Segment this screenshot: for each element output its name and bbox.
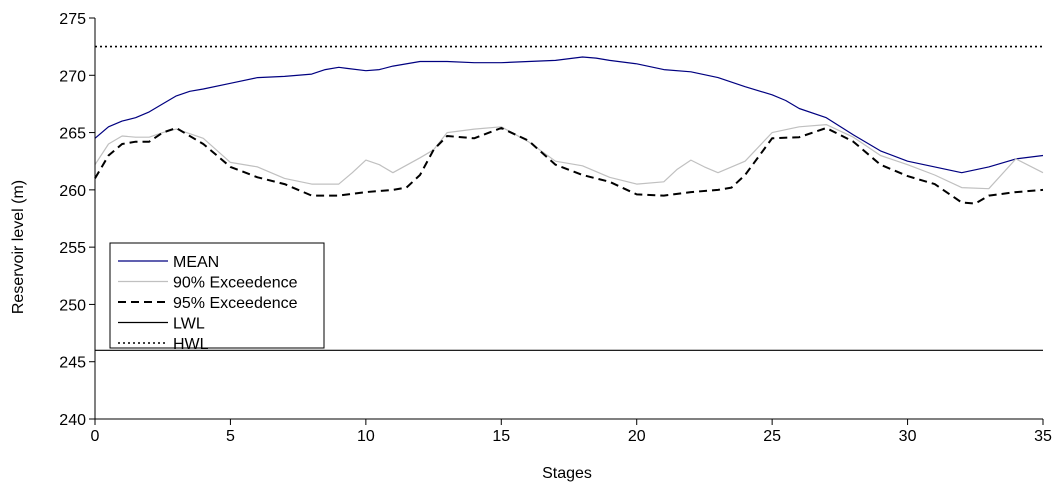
series-line-95-exceedence xyxy=(94,127,1044,205)
x-tick-label: 0 xyxy=(91,428,100,445)
x-axis-title: Stages xyxy=(542,465,592,482)
legend-label: HWL xyxy=(173,336,209,353)
y-tick-label: 250 xyxy=(59,297,86,314)
x-tick-label: 30 xyxy=(899,428,917,445)
legend-label: 90% Exceedence xyxy=(173,275,298,292)
y-tick-label: 275 xyxy=(59,11,86,28)
legend-label: MEAN xyxy=(173,254,219,271)
x-ticks: 0 5 10 15 20 25 30 35 xyxy=(91,419,1052,445)
legend-label: LWL xyxy=(173,316,205,333)
y-axis-title: Reservoir level (m) xyxy=(10,180,27,314)
x-tick-label: 20 xyxy=(628,428,646,445)
x-tick-label: 15 xyxy=(492,428,510,445)
y-tick-label: 270 xyxy=(59,68,86,85)
series-line-mean xyxy=(94,56,1044,174)
y-tick-label: 265 xyxy=(59,126,86,143)
y-tick-label: 260 xyxy=(59,183,86,200)
x-tick-label: 5 xyxy=(226,428,235,445)
y-tick-label: 240 xyxy=(59,412,86,429)
x-tick-label: 10 xyxy=(357,428,375,445)
y-tick-label: 255 xyxy=(59,240,86,257)
x-tick-label: 35 xyxy=(1034,428,1052,445)
y-tick-label: 245 xyxy=(59,355,86,372)
x-tick-label: 25 xyxy=(763,428,781,445)
axes-layer xyxy=(94,18,1043,420)
legend-label: 95% Exceedence xyxy=(173,295,298,312)
legend: MEAN 90% Exceedence 95% Exceedence LWL HWL xyxy=(109,242,325,353)
series-layer xyxy=(94,45,1044,351)
y-ticks: 240 245 250 255 260 265 270 275 xyxy=(59,11,95,429)
